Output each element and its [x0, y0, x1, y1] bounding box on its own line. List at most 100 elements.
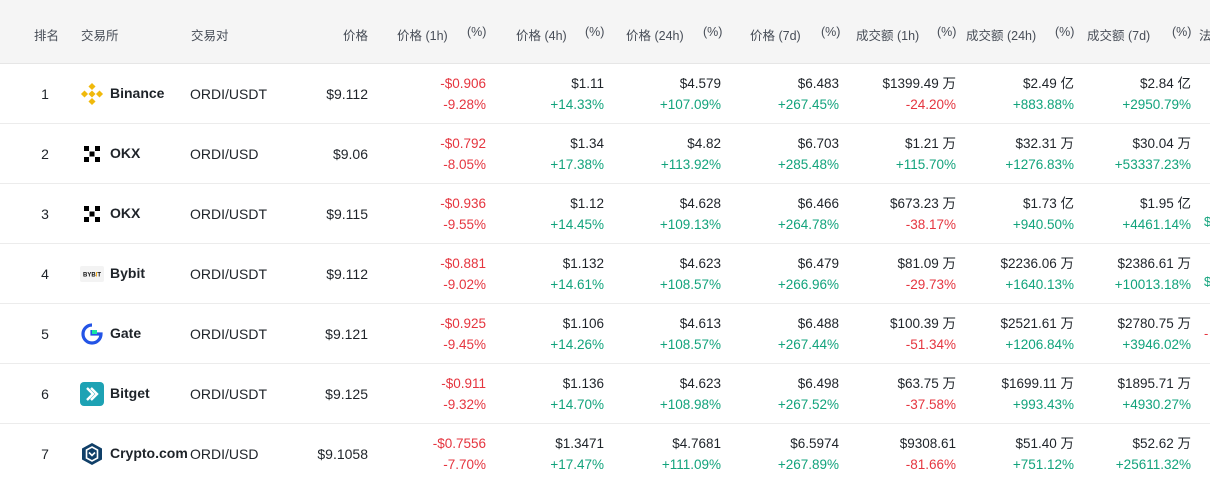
p1h-value: -$0.881	[440, 256, 486, 271]
table-row[interactable]: 1 Binance ORDI/USDT $9.112 -$0.906 -9.28% $1.1…	[0, 64, 1210, 124]
header-volume-24h[interactable]: 成交额 (24h)	[966, 29, 1037, 43]
v7d-cell: $52.62 万 +25611.32%	[1116, 433, 1191, 475]
p7d-change-pct: +267.89%	[777, 457, 839, 472]
header-volume-7d[interactable]: 成交额 (7d)	[1087, 29, 1151, 43]
v1h-change-pct: +115.70%	[895, 157, 956, 172]
header-price-24h[interactable]: 价格 (24h)	[626, 29, 684, 43]
exchange-name-link[interactable]: Crypto.com	[110, 445, 188, 461]
p7d-value: $6.498	[797, 376, 839, 391]
header-price-7d-pct[interactable]: (%)	[821, 25, 841, 39]
header-volume-7d-pct[interactable]: (%)	[1172, 25, 1192, 39]
p24h-change-pct: +109.13%	[659, 217, 721, 232]
p4h-cell: $1.132 +14.61%	[550, 253, 604, 295]
v7d-value: $2780.75 万	[1117, 316, 1191, 331]
table-row[interactable]: 2 OKX ORDI/USD $9.06 -$0.792 -8.05% $1.34 +17.3…	[0, 124, 1210, 184]
v7d-value: $1.95 亿	[1139, 196, 1191, 211]
v1h-cell: $63.75 万 -37.58%	[897, 373, 956, 415]
p4h-cell: $1.34 +17.38%	[550, 133, 604, 175]
p4h-change-pct: +17.38%	[550, 157, 604, 172]
exchange-name-link[interactable]: Bybit	[110, 265, 145, 281]
header-volume-1h[interactable]: 成交额 (1h)	[856, 29, 920, 43]
p1h-value: -$0.925	[440, 316, 486, 331]
exchange-name-link[interactable]: Gate	[110, 325, 142, 341]
v24h-cell: $2.49 亿 +883.88%	[1013, 73, 1074, 115]
header-price-4h[interactable]: 价格 (4h)	[516, 29, 567, 43]
v7d-change-pct: +4930.27%	[1122, 397, 1191, 412]
gate-icon	[80, 322, 104, 346]
header-volume-1h-pct[interactable]: (%)	[937, 25, 957, 39]
header-price-7d[interactable]: 价格 (7d)	[750, 29, 801, 43]
pair-link[interactable]: ORDI/USDT	[190, 326, 267, 342]
pair-link[interactable]: ORDI/USDT	[190, 266, 267, 282]
v1h-cell: $9308.61 -81.66%	[900, 433, 956, 475]
v24h-value: $2.49 亿	[1022, 76, 1074, 91]
v24h-change-pct: +993.43%	[1012, 397, 1074, 412]
p1h-value: -$0.792	[440, 136, 486, 151]
table-row[interactable]: 3 OKX ORDI/USDT $9.115 -$0.936 -9.55% $1.12 +14…	[0, 184, 1210, 244]
p7d-value: $6.703	[797, 136, 839, 151]
header-volume-24h-pct[interactable]: (%)	[1055, 25, 1075, 39]
header-cut-column: 法	[1199, 29, 1210, 43]
svg-text:BYBIT: BYBIT	[83, 273, 101, 279]
exchange-name-link[interactable]: Bitget	[110, 385, 150, 401]
p1h-cell: -$0.906 -9.28%	[440, 73, 486, 115]
pair-link[interactable]: ORDI/USD	[190, 146, 259, 162]
p7d-change-pct: +285.48%	[777, 157, 839, 172]
p7d-cell: $6.483 +267.45%	[778, 73, 839, 115]
p7d-change-pct: +267.44%	[777, 337, 839, 352]
header-price-1h-pct[interactable]: (%)	[467, 25, 487, 39]
header-price[interactable]: 价格	[343, 29, 369, 43]
p1h-value: -$0.906	[440, 76, 486, 91]
p4h-cell: $1.136 +14.70%	[550, 373, 604, 415]
v24h-change-pct: +940.50%	[1012, 217, 1074, 232]
p7d-value: $6.466	[797, 196, 839, 211]
table-row[interactable]: 5 Gate ORDI/USDT $9.121 -$0.925 -9.45% $1.106 +…	[0, 304, 1210, 364]
exchange-name-link[interactable]: OKX	[110, 145, 141, 161]
pair-link[interactable]: ORDI/USDT	[190, 206, 267, 222]
header-price-4h-pct[interactable]: (%)	[585, 25, 605, 39]
table-row[interactable]: 7 Crypto.com ORDI/USD $9.1058 -$0.7556 -7.70%…	[0, 424, 1210, 478]
p7d-change-pct: +267.45%	[777, 97, 839, 112]
exchange-name-link[interactable]: OKX	[110, 205, 141, 221]
p7d-cell: $6.5974 +267.89%	[778, 433, 839, 475]
header-price-1h[interactable]: 价格 (1h)	[397, 29, 448, 43]
p24h-cell: $4.623 +108.98%	[660, 373, 721, 415]
price-cell: $9.125	[325, 386, 368, 402]
p4h-cell: $1.106 +14.26%	[550, 313, 604, 355]
header-exchange[interactable]: 交易所	[81, 29, 119, 43]
pair-link[interactable]: ORDI/USD	[190, 446, 259, 462]
v1h-cell: $1399.49 万 -24.20%	[882, 73, 956, 115]
p1h-change-pct: -9.28%	[443, 97, 486, 112]
rank-cell: 7	[41, 446, 49, 462]
bitget-icon	[80, 382, 104, 406]
p4h-value: $1.106	[562, 316, 604, 331]
v24h-value: $32.31 万	[1015, 136, 1074, 151]
p7d-change-pct: +264.78%	[777, 217, 839, 232]
pair-link[interactable]: ORDI/USDT	[190, 386, 267, 402]
p1h-cell: -$0.925 -9.45%	[440, 313, 486, 355]
p24h-cell: $4.628 +109.13%	[660, 193, 721, 235]
header-rank[interactable]: 排名	[34, 29, 60, 43]
p24h-cell: $4.623 +108.57%	[660, 253, 721, 295]
p7d-change-pct: +267.52%	[777, 397, 839, 412]
p4h-value: $1.34	[570, 136, 604, 151]
bybit-icon: BYBIT	[80, 262, 104, 286]
header-price-24h-pct[interactable]: (%)	[703, 25, 723, 39]
rank-cell: 4	[41, 266, 49, 282]
header-pair[interactable]: 交易对	[191, 29, 229, 43]
okx-icon	[80, 142, 104, 166]
table-row[interactable]: 6 Bitget ORDI/USDT $9.125 -$0.911 -9.32% $1.13…	[0, 364, 1210, 424]
v7d-cell: $1895.71 万 +4930.27%	[1117, 373, 1191, 415]
v7d-cell: $2.84 亿 +2950.79%	[1122, 73, 1191, 115]
rank-cell: 1	[41, 86, 49, 102]
v7d-value: $2386.61 万	[1117, 256, 1191, 271]
p7d-value: $6.479	[797, 256, 839, 271]
v24h-value: $2236.06 万	[1000, 256, 1074, 271]
table-row[interactable]: 4 BYBIT Bybit ORDI/USDT $9.112 -$0.881 -9.02% $…	[0, 244, 1210, 304]
pair-link[interactable]: ORDI/USDT	[190, 86, 267, 102]
v1h-cell: $1.21 万 +115.70%	[896, 133, 956, 175]
p24h-value: $4.613	[679, 316, 721, 331]
exchange-name-link[interactable]: Binance	[110, 85, 165, 101]
v24h-change-pct: +1640.13%	[1005, 277, 1074, 292]
v24h-cell: $2236.06 万 +1640.13%	[1000, 253, 1074, 295]
